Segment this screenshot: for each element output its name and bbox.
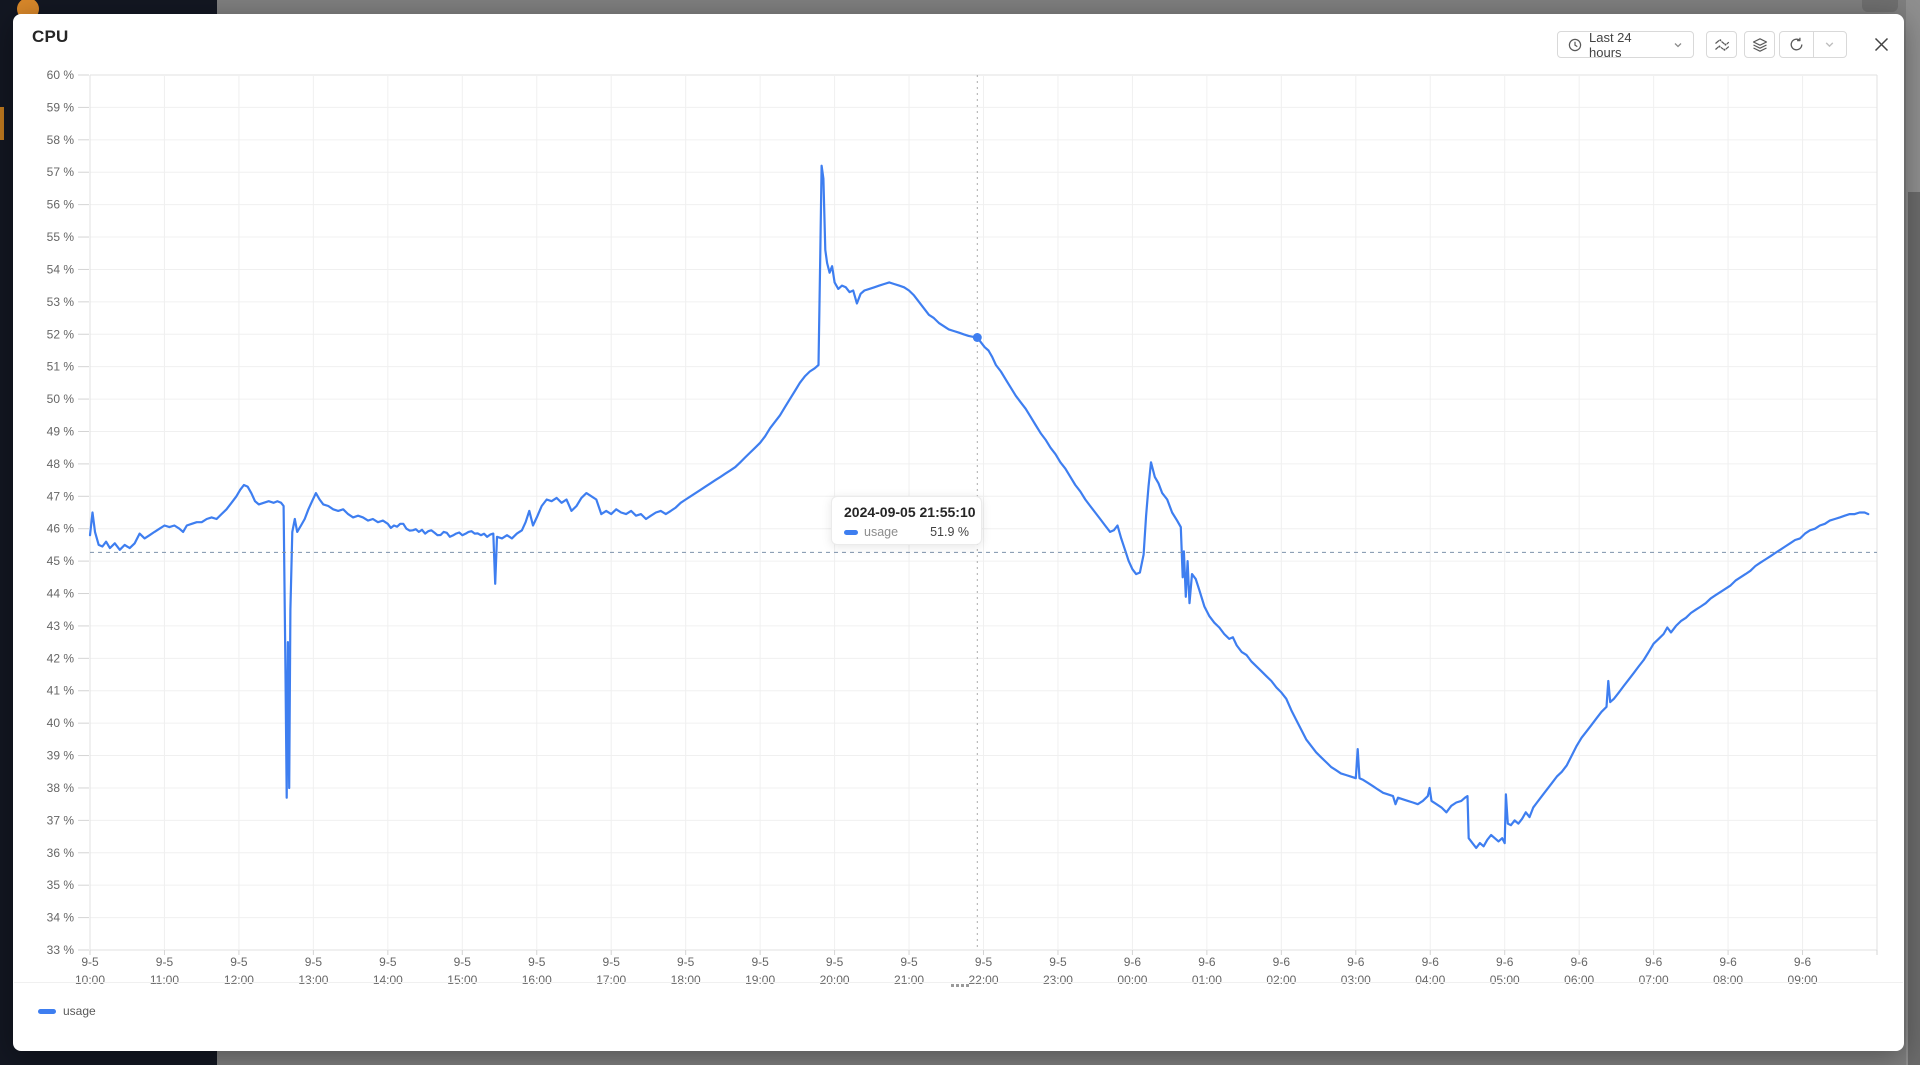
close-button[interactable] (1872, 35, 1890, 53)
refresh-interval-button[interactable] (1812, 32, 1847, 57)
tooltip-series-row: usage 51.9 % (844, 525, 969, 539)
clock-icon (1568, 38, 1582, 52)
chart-tooltip: 2024-09-05 21:55:10 usage 51.9 % (831, 496, 982, 545)
legend-color-marker (38, 1008, 56, 1014)
pulse-lines-icon (1714, 37, 1730, 53)
chevron-down-icon (1824, 39, 1835, 50)
time-range-label: Last 24 hours (1589, 29, 1632, 60)
resize-handle[interactable] (951, 984, 971, 989)
time-range-selector[interactable]: Last 24 hours (1557, 29, 1694, 60)
layers-button[interactable] (1744, 31, 1775, 58)
refresh-icon (1789, 37, 1804, 52)
refresh-button[interactable] (1780, 32, 1813, 57)
series-color-marker (844, 529, 858, 535)
legend-label: usage (63, 1004, 96, 1018)
tooltip-series-name: usage (864, 525, 899, 539)
chevron-down-icon (1673, 40, 1683, 50)
chart-type-button[interactable] (1706, 31, 1737, 58)
tooltip-series-value: 51.9 % (930, 525, 969, 539)
refresh-button-group (1779, 31, 1847, 58)
tooltip-timestamp: 2024-09-05 21:55:10 (844, 504, 976, 520)
legend-item-usage[interactable]: usage (38, 1004, 96, 1018)
page-scrollbar-thumb[interactable] (1908, 192, 1920, 1065)
close-icon (1873, 36, 1890, 53)
backdrop-element (1862, 0, 1898, 12)
page-title: CPU (32, 27, 69, 46)
active-nav-indicator (0, 107, 4, 140)
chart-footer-divider (14, 982, 1903, 983)
layers-icon (1752, 37, 1768, 53)
